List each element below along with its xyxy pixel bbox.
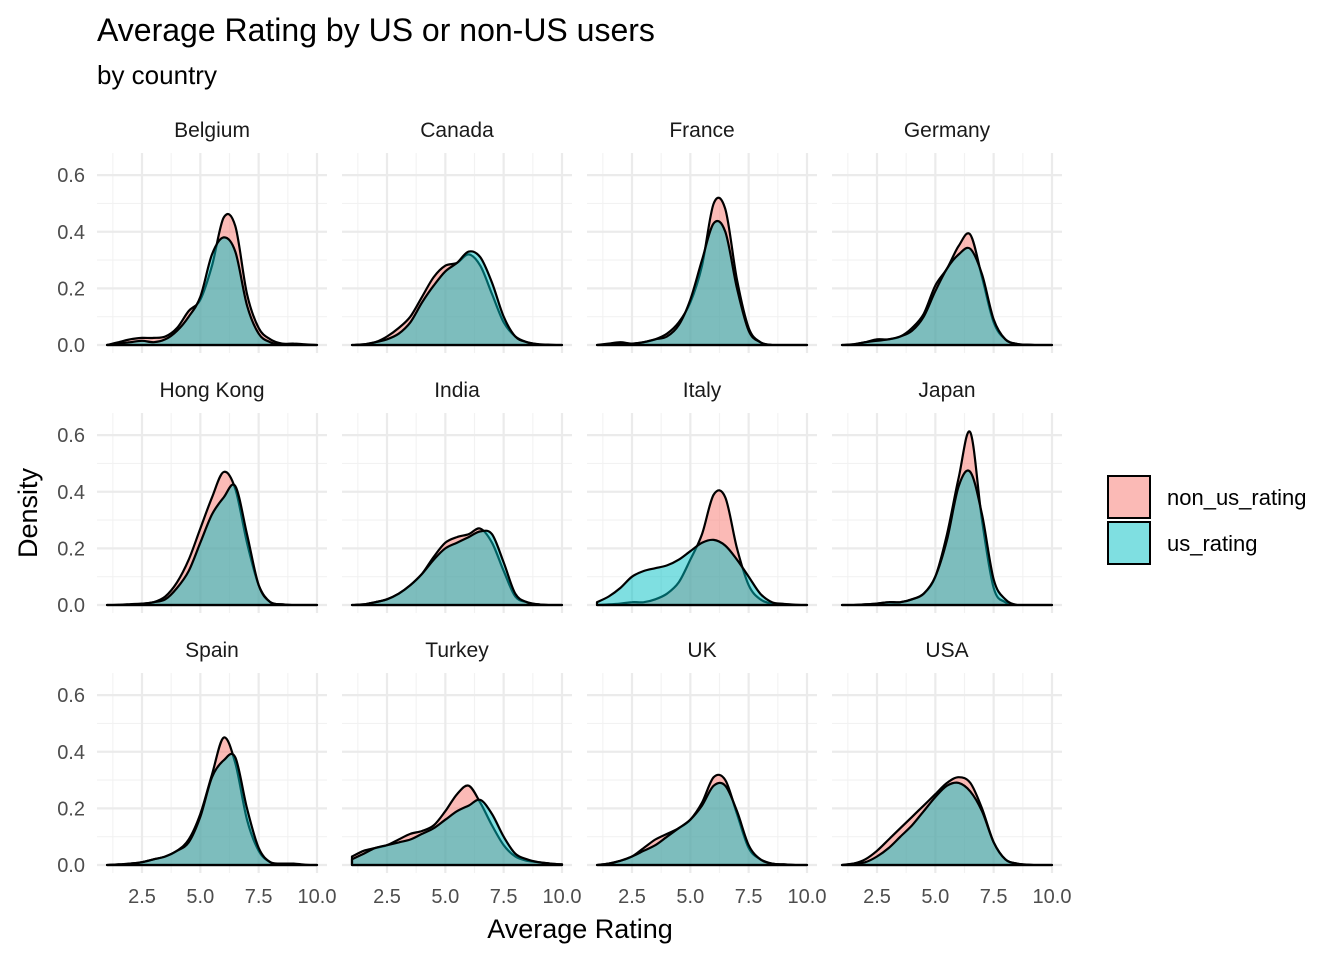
facet-strip-label: France (669, 119, 734, 142)
facet-strip-label: Italy (683, 379, 722, 402)
density-area-us-rating (595, 538, 809, 607)
x-tick-label: 2.5 (863, 886, 891, 908)
legend: non_us_rating us_rating (1107, 475, 1306, 565)
density-area-us-rating (595, 781, 809, 867)
facet-panel-uk: UK 2.5 5.0 7.5 10.0 (587, 639, 826, 908)
density-area-us-rating (105, 236, 319, 347)
facet-strip-label: UK (687, 639, 716, 662)
facet-panel-germany: Germany (832, 119, 1062, 353)
facet-strip-label: Belgium (174, 119, 250, 142)
density-area-us-rating (350, 529, 564, 607)
facet-panel-italy: Italy (587, 379, 817, 613)
x-tick-label: 7.5 (735, 886, 763, 908)
facet-strip-label: Germany (904, 119, 991, 142)
facet-panel-france: France (587, 119, 817, 353)
facet-panel-japan: Japan (832, 379, 1062, 613)
facet-strip-label: USA (925, 639, 968, 662)
x-tick-label: 10.0 (298, 886, 337, 908)
x-tick-label: 10.0 (1033, 886, 1072, 908)
facet-panel-belgium: Belgium 0.0 0.2 0.4 0.6 (57, 119, 327, 357)
density-area-us-rating (105, 752, 319, 867)
x-tick-label: 2.5 (373, 886, 401, 908)
legend-label: us_rating (1167, 531, 1258, 556)
x-axis-title: Average Rating (487, 914, 673, 944)
chart-subtitle: by country (97, 60, 217, 90)
facet-panel-canada: Canada (342, 119, 572, 353)
x-tick-label: 5.0 (186, 886, 214, 908)
facet-panel-spain: Spain 0.0 0.2 0.4 0.6 2.5 5.0 7.5 10.0 (57, 639, 336, 908)
facet-strip-label: Hong Kong (159, 379, 264, 402)
legend-label: non_us_rating (1167, 485, 1306, 510)
y-tick-label: 0.6 (57, 685, 85, 707)
facet-panel-turkey: Turkey 2.5 5.0 7.5 10.0 (342, 639, 581, 908)
y-tick-label: 0.0 (57, 335, 85, 357)
density-area-us-rating (350, 798, 564, 867)
y-tick-label: 0.0 (57, 595, 85, 617)
x-tick-label: 10.0 (543, 886, 582, 908)
density-area-us-rating (840, 246, 1054, 347)
density-area-us-rating (350, 250, 564, 347)
density-area-us-rating (840, 781, 1054, 867)
legend-key-non-us-rating (1107, 475, 1151, 519)
y-axis-title: Density (13, 467, 43, 558)
y-tick-label: 0.4 (57, 742, 85, 764)
facet-strip-label: Canada (420, 119, 494, 142)
x-tick-label: 5.0 (676, 886, 704, 908)
y-tick-label: 0.2 (57, 798, 85, 820)
facet-strip-label: Spain (185, 639, 239, 662)
x-tick-label: 2.5 (128, 886, 156, 908)
x-tick-label: 7.5 (490, 886, 518, 908)
facet-panel-hong-kong: Hong Kong 0.0 0.2 0.4 0.6 (57, 379, 327, 617)
y-tick-label: 0.4 (57, 222, 85, 244)
panel-gridlines (832, 413, 1062, 613)
density-area-us-rating (105, 483, 319, 607)
density-area-us-rating (840, 469, 1054, 607)
facet-strip-label: India (434, 379, 480, 402)
y-tick-label: 0.2 (57, 278, 85, 300)
x-tick-label: 10.0 (788, 886, 827, 908)
x-tick-label: 2.5 (618, 886, 646, 908)
x-tick-label: 7.5 (245, 886, 273, 908)
facet-strip-label: Turkey (425, 639, 489, 662)
y-tick-label: 0.0 (57, 855, 85, 877)
y-tick-label: 0.6 (57, 165, 85, 187)
y-tick-label: 0.4 (57, 482, 85, 504)
x-tick-label: 5.0 (431, 886, 459, 908)
density-area-us-rating (595, 219, 809, 347)
facet-grid: Belgium 0.0 0.2 0.4 0.6 Canada France Germany Ho… (57, 119, 1071, 908)
x-tick-label: 7.5 (980, 886, 1008, 908)
legend-key-us-rating (1107, 521, 1151, 565)
y-tick-label: 0.2 (57, 538, 85, 560)
facet-panel-india: India (342, 379, 572, 613)
chart-title: Average Rating by US or non-US users (97, 12, 655, 48)
x-tick-label: 5.0 (921, 886, 949, 908)
facet-strip-label: Japan (918, 379, 975, 402)
panel-gridlines (587, 673, 817, 873)
y-tick-label: 0.6 (57, 425, 85, 447)
facet-panel-usa: USA 2.5 5.0 7.5 10.0 (832, 639, 1071, 908)
